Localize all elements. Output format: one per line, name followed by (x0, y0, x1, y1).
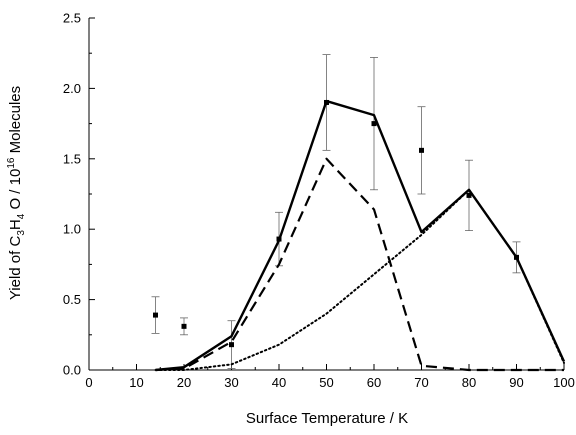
y-tick-label: 2.5 (63, 11, 81, 26)
data-point (153, 312, 158, 318)
x-tick-label: 90 (509, 375, 523, 390)
x-tick-label: 100 (553, 375, 575, 390)
y-axis-title-sub2: 4 (16, 213, 27, 219)
data-point (371, 121, 377, 127)
x-axis-title: Surface Temperature / K (246, 410, 408, 427)
y-tick-label: 1.5 (63, 151, 81, 166)
x-tick-label: 20 (177, 375, 191, 390)
x-tick-label: 40 (272, 375, 286, 390)
x-tick-label: 70 (414, 375, 428, 390)
series (151, 54, 566, 372)
y-axis-title-sub1: 3 (16, 230, 27, 236)
series-line-solid (155, 99, 566, 372)
y-axis-title-sup: 16 (6, 157, 17, 169)
x-tick-label: 0 (85, 375, 92, 390)
series-line-dashed (155, 157, 564, 372)
ticks: 0 10 20 30 40 50 60 70 80 90 100 0.0 0.5 1.0 1.5 2.0 2.5 (63, 11, 575, 391)
y-tick-label: 0.5 (63, 292, 81, 307)
data-point (229, 342, 234, 348)
y-axis-title-suffix: Molecules (7, 86, 24, 158)
y-axis-title: Yield of C3H4 O / 1016 Molecules (6, 86, 27, 300)
x-tick-label: 10 (129, 375, 143, 390)
data-point (419, 147, 424, 153)
x-tick-label: 50 (319, 375, 333, 390)
y-axis-title-prefix: Yield of C (7, 236, 24, 301)
y-axis-title-mid1: H (7, 219, 24, 230)
series-line-dotted (154, 188, 565, 371)
y-axis-title-mid2: O / 10 (7, 169, 24, 214)
data-point (181, 323, 187, 329)
x-tick-label: 60 (367, 375, 381, 390)
y-tick-label: 1.0 (63, 222, 81, 237)
y-tick-label: 2.0 (63, 81, 81, 96)
y-tick-label: 0.0 (63, 363, 81, 378)
x-tick-label: 80 (462, 375, 476, 390)
x-tick-label: 30 (224, 375, 238, 390)
data-point (466, 192, 472, 198)
